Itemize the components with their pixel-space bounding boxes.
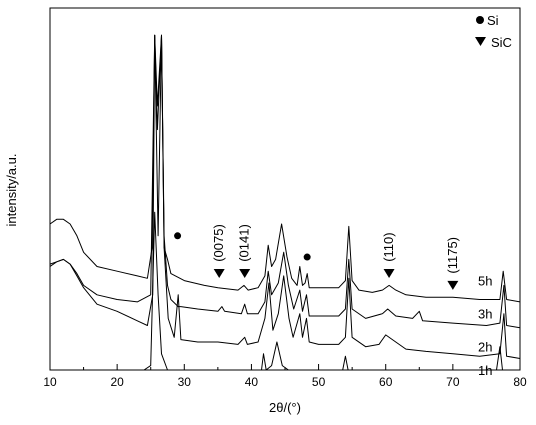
series-group [49, 34, 521, 371]
si-peak-marker [174, 232, 182, 240]
legend-sic-label: SiC [491, 35, 512, 50]
x-tick-label: 30 [178, 375, 192, 389]
legend: Si SiC [475, 13, 512, 50]
x-tick-label: 10 [43, 375, 57, 389]
sic-peak-marker [213, 269, 225, 279]
series-2h-line [49, 34, 521, 359]
annotations: (0075) (0141) (110) (1175) [211, 224, 460, 273]
sic-peak-marker [447, 280, 459, 290]
miller-index-label: (110) [381, 232, 396, 261]
miller-index-label: (1175) [445, 237, 460, 274]
x-axis-label: 2θ/(°) [269, 400, 301, 415]
si-peak-marker [303, 253, 311, 261]
series-label-5h: 5h [478, 274, 492, 289]
miller-index-label: (0075) [211, 224, 226, 262]
plot-frame [49, 7, 521, 371]
series-label-2h: 2h [478, 340, 492, 355]
series-labels: 5h 3h 2h 1h [478, 274, 492, 378]
x-tick-label: 80 [513, 375, 527, 389]
y-axis-label: intensity/a.u. [4, 154, 19, 227]
legend-si-marker [476, 16, 484, 24]
x-tick-label: 40 [245, 375, 259, 389]
series-1h-line [50, 211, 520, 371]
series-3h-line [49, 34, 521, 329]
x-tick-label: 20 [110, 375, 124, 389]
x-tick-label: 50 [312, 375, 326, 389]
x-axis-ticks: 10 20 30 40 50 60 70 80 [43, 364, 527, 389]
legend-si-label: Si [487, 13, 499, 28]
x-tick-label: 60 [379, 375, 393, 389]
peak-markers [174, 232, 459, 290]
series-5h-line [49, 34, 521, 303]
sic-peak-marker [383, 269, 395, 279]
x-tick-label: 70 [446, 375, 460, 389]
series-label-1h: 1h [478, 363, 492, 378]
miller-index-label: (0141) [237, 224, 252, 262]
legend-sic-marker [475, 37, 486, 46]
series-label-3h: 3h [478, 307, 492, 322]
sic-peak-marker [239, 269, 251, 279]
